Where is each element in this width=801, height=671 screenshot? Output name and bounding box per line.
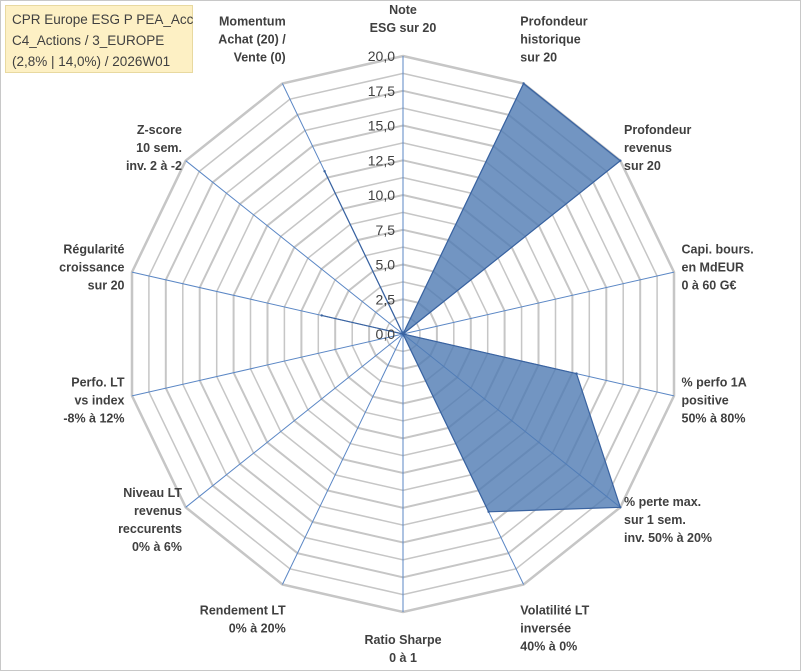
category-label: 0% à 20% bbox=[229, 622, 286, 636]
axis-spoke bbox=[185, 333, 404, 508]
data-point bbox=[619, 506, 622, 509]
category-label: inv. 50% à 20% bbox=[624, 531, 712, 545]
category-label: 50% à 80% bbox=[682, 411, 746, 425]
data-point bbox=[575, 372, 578, 375]
category-label: Achat (20) / bbox=[218, 33, 286, 47]
tick-label: 17,5 bbox=[368, 83, 395, 99]
chart-title-box: CPR Europe ESG P PEA_Acc C4_Actions / 3_… bbox=[5, 5, 193, 73]
category-label: Profondeur bbox=[624, 123, 691, 137]
category-label: reccurents bbox=[118, 522, 182, 536]
category-label: Rendement LT bbox=[200, 604, 286, 618]
category-label: vs index bbox=[74, 393, 124, 407]
category-label: 10 sem. bbox=[136, 141, 182, 155]
tick-label: 0,0 bbox=[376, 326, 396, 342]
category-label: % perte max. bbox=[624, 495, 701, 509]
tick-label: 2,5 bbox=[376, 291, 396, 307]
axis-spoke bbox=[185, 160, 404, 335]
title-line-1: CPR Europe ESG P PEA_Acc bbox=[12, 12, 194, 27]
category-label: -8% à 12% bbox=[63, 411, 124, 425]
category-label: Profondeur bbox=[520, 15, 587, 29]
axis-spoke bbox=[131, 333, 404, 397]
category-label: Z-score bbox=[137, 123, 182, 137]
tick-label: 12,5 bbox=[368, 152, 395, 168]
category-label: positive bbox=[682, 393, 729, 407]
category-label: Ratio Sharpe bbox=[364, 633, 441, 647]
data-point bbox=[487, 510, 490, 513]
tick-label: 7,5 bbox=[376, 222, 396, 238]
title-line-2: C4_Actions / 3_EUROPE bbox=[12, 33, 165, 48]
data-point bbox=[522, 82, 525, 85]
tick-label: 5,0 bbox=[376, 257, 396, 273]
tick-label: 10,0 bbox=[368, 187, 395, 203]
category-label: sur 20 bbox=[624, 159, 661, 173]
category-label: % perfo 1A bbox=[682, 375, 747, 389]
category-label: revenus bbox=[624, 141, 672, 155]
category-label: ESG sur 20 bbox=[370, 21, 437, 35]
category-label: 0% à 6% bbox=[132, 540, 182, 554]
category-label: Vente (0) bbox=[234, 51, 286, 65]
title-line-3: (2,8% | 14,0%) / 2026W01 bbox=[12, 54, 171, 69]
category-label: inv. 2 à -2 bbox=[126, 159, 182, 173]
category-label: en MdEUR bbox=[682, 261, 745, 275]
data-point bbox=[323, 170, 326, 173]
category-label: sur 20 bbox=[520, 51, 557, 65]
category-label: croissance bbox=[59, 261, 124, 275]
series-area bbox=[321, 82, 622, 513]
category-label: inversée bbox=[520, 622, 571, 636]
category-label: 0 à 1 bbox=[389, 651, 417, 665]
axis-spoke bbox=[402, 271, 675, 335]
data-point bbox=[619, 159, 622, 162]
category-label: Momentum bbox=[219, 15, 286, 29]
category-label: 40% à 0% bbox=[520, 640, 577, 654]
category-label: Capi. bours. bbox=[682, 243, 754, 257]
category-label: revenus bbox=[134, 504, 182, 518]
category-label: Régularité bbox=[63, 243, 124, 257]
category-label: sur 20 bbox=[88, 279, 125, 293]
tick-label: 20,0 bbox=[368, 48, 395, 64]
category-label: historique bbox=[520, 33, 580, 47]
category-label: Note bbox=[389, 3, 417, 17]
category-label: Perfo. LT bbox=[71, 375, 125, 389]
category-label: Volatilité LT bbox=[520, 604, 589, 618]
category-label: sur 1 sem. bbox=[624, 513, 686, 527]
tick-label: 15,0 bbox=[368, 118, 395, 134]
category-label: Niveau LT bbox=[123, 486, 182, 500]
axis-spoke bbox=[281, 333, 404, 585]
data-point bbox=[401, 332, 405, 336]
category-label: 0 à 60 G€ bbox=[682, 279, 737, 293]
data-point bbox=[320, 314, 323, 317]
